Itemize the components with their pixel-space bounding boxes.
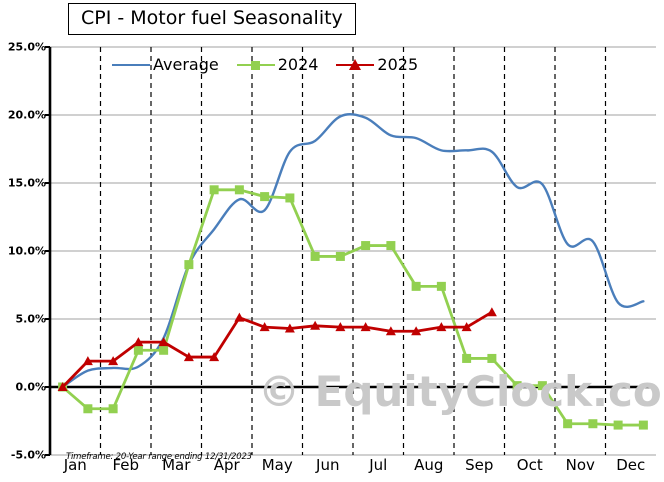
y-axis-tick-label: 15.0% [7,176,46,190]
legend-item-average[interactable]: Average [112,55,219,74]
x-axis-tick-label: Nov [565,456,595,474]
legend-label-2025: 2025 [377,55,419,74]
legend-label-average: Average [153,55,219,74]
chart-title: CPI - Motor fuel Seasonality [68,3,356,35]
x-axis-tick-label: Sep [465,456,494,474]
legend-item-2024[interactable]: 2024 [236,55,319,74]
legend-swatch-2025 [336,58,375,72]
legend-swatch-2024 [236,58,275,72]
y-axis-tick-label: 25.0% [7,40,46,54]
legend-swatch-average [112,58,150,72]
x-axis-tick-label: Jun [316,456,340,474]
y-axis-tick-label: 20.0% [7,108,46,122]
y-axis-tick-label: 0.0% [15,380,46,394]
y-axis-tick-label: 10.0% [7,244,46,258]
x-axis-tick-label: Aug [414,456,444,474]
triangle-marker-icon [349,58,362,70]
chart-legend: Average 2024 2025 [112,55,418,74]
x-axis-tick-label: Feb [112,456,140,474]
x-axis-tick-label: Jul [369,456,388,474]
square-marker-icon [250,60,260,70]
x-axis-tick-label: Mar [162,456,191,474]
x-axis-tick-label: Jan [63,456,87,474]
x-axis-tick-label: Oct [516,456,543,474]
x-axis-tick-label: Apr [213,456,240,474]
chart-footnote: Timeframe: 20-Year range ending 12/31/20… [66,452,252,462]
y-axis-tick-label: 5.0% [15,312,46,326]
legend-item-2025[interactable]: 2025 [336,55,418,74]
x-axis-tick-label: May [261,456,293,474]
legend-label-2024: 2024 [277,55,319,74]
y-axis-tick-label: -5.0% [10,448,46,462]
x-axis-tick-label: Dec [616,456,646,474]
